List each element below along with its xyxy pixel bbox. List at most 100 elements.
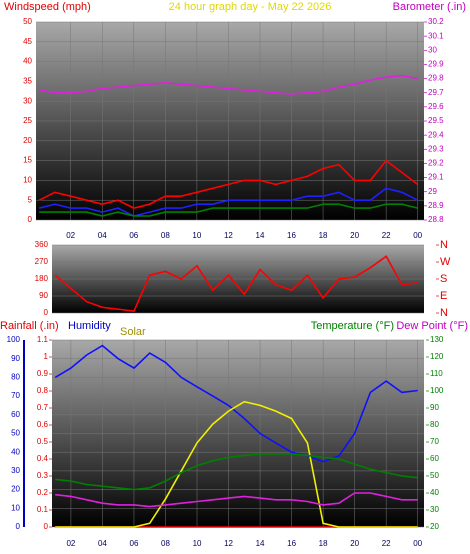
y-tick-label: 0 [16,522,21,531]
y-tick-label: 110 [430,369,443,378]
x-tick-label: 16 [287,231,296,240]
y-tick-label: 0 [44,522,49,531]
y-tick-label: 360 [35,240,49,249]
series-line [54,255,418,312]
x-tick-label: 20 [350,539,359,548]
y-tick-label: N [440,307,448,319]
y-tick-label: 90 [39,291,48,300]
y-tick-label: 29.6 [428,102,444,111]
y-tick-label: 20 [430,522,439,531]
y-tick-label: 30.2 [428,17,444,26]
series-line [39,203,418,217]
y-tick-label: 5 [28,195,33,204]
y-tick-label: 1.1 [37,335,49,344]
y-tick-label: 29.7 [428,88,444,97]
y-tick-label: 30 [428,45,437,54]
y-tick-label: 0 [28,215,33,224]
y-tick-label: 45 [23,37,32,46]
y-tick-label: 40 [430,488,439,497]
y-tick-label: 40 [23,57,32,66]
series-line [55,453,418,491]
legend-label: Humidity [68,320,111,332]
x-tick-label: 22 [382,539,391,548]
y-tick-label: 270 [35,257,49,266]
x-tick-label: 10 [193,539,202,548]
y-tick-label: 29.1 [428,173,444,182]
legend-label: Solar [120,326,146,338]
legend-label: Dew Point (°F) [396,320,468,332]
y-tick-label: 40 [11,447,20,456]
y-tick-label: 0.3 [37,471,49,480]
y-tick-label: 50 [11,429,20,438]
y-tick-label: E [440,290,447,302]
y-tick-label: W [440,256,451,268]
y-tick-label: 1 [44,352,49,361]
y-tick-label: N [440,239,448,251]
y-tick-label: 0.7 [37,403,49,412]
series-line [39,187,419,217]
y-tick-label: 30 [11,466,20,475]
x-tick-label: 04 [98,231,107,240]
y-tick-label: 29.8 [428,74,444,83]
y-tick-label: 90 [11,354,20,363]
y-tick-label: 29.3 [428,144,444,153]
y-tick-label: 0.1 [37,505,49,514]
x-tick-label: 02 [66,539,75,548]
y-tick-label: 30.1 [428,31,444,40]
x-tick-label: 00 [413,539,422,548]
y-tick-label: 0.5 [37,437,49,446]
y-tick-label: 130 [430,335,444,344]
x-tick-label: 12 [224,539,233,548]
legend-label: Rainfall (.in) [0,320,59,332]
y-tick-label: 0.6 [37,420,49,429]
y-tick-label: 0.9 [37,369,49,378]
y2-axis-label: Barometer (.in) [393,1,466,13]
y-tick-label: 20 [11,485,20,494]
y-tick-label: 29.4 [428,130,444,139]
x-tick-label: 08 [161,539,170,548]
y-tick-label: 15 [23,156,32,165]
y-tick-label: 0.4 [37,454,49,463]
y-tick-label: 30 [23,96,32,105]
y-tick-label: 80 [11,373,20,382]
y-tick-label: 28.9 [428,201,444,210]
x-tick-label: 20 [350,231,359,240]
x-tick-label: 06 [129,231,138,240]
chart-title: 24 hour graph day - May 22 2026 [169,1,332,13]
x-tick-label: 16 [287,539,296,548]
y-tick-label: 29.2 [428,159,444,168]
y-tick-label: S [440,273,447,285]
y-tick-label: 0.8 [37,386,49,395]
x-tick-label: 22 [382,231,391,240]
y-tick-label: 60 [11,410,20,419]
y-tick-label: 180 [35,274,49,283]
y-tick-label: 80 [430,420,439,429]
x-tick-label: 04 [98,539,107,548]
series-line [55,400,418,528]
y-tick-label: 35 [23,77,32,86]
y-tick-label: 10 [11,503,20,512]
y-tick-label: 20 [23,136,32,145]
series-line [55,492,418,508]
y-tick-label: 70 [430,437,439,446]
x-tick-label: 00 [413,231,422,240]
y-tick-label: 90 [430,403,439,412]
y-tick-label: 0.2 [37,488,49,497]
y-tick-label: 100 [430,386,444,395]
x-tick-label: 14 [256,231,265,240]
y-tick-label: 50 [23,17,32,26]
y-tick-label: 0 [44,308,49,317]
y-tick-label: 50 [430,471,439,480]
x-tick-label: 02 [66,231,75,240]
y-tick-label: 29.9 [428,60,444,69]
series-line [38,159,419,209]
x-tick-label: 10 [192,231,201,240]
legend-label: Temperature (°F) [311,320,394,332]
series-line [54,344,418,463]
y-tick-label: 100 [7,335,21,344]
y-tick-label: 120 [430,352,444,361]
x-tick-label: 12 [224,231,233,240]
y-tick-label: 29.5 [428,116,444,125]
y-tick-label: 60 [430,454,439,463]
